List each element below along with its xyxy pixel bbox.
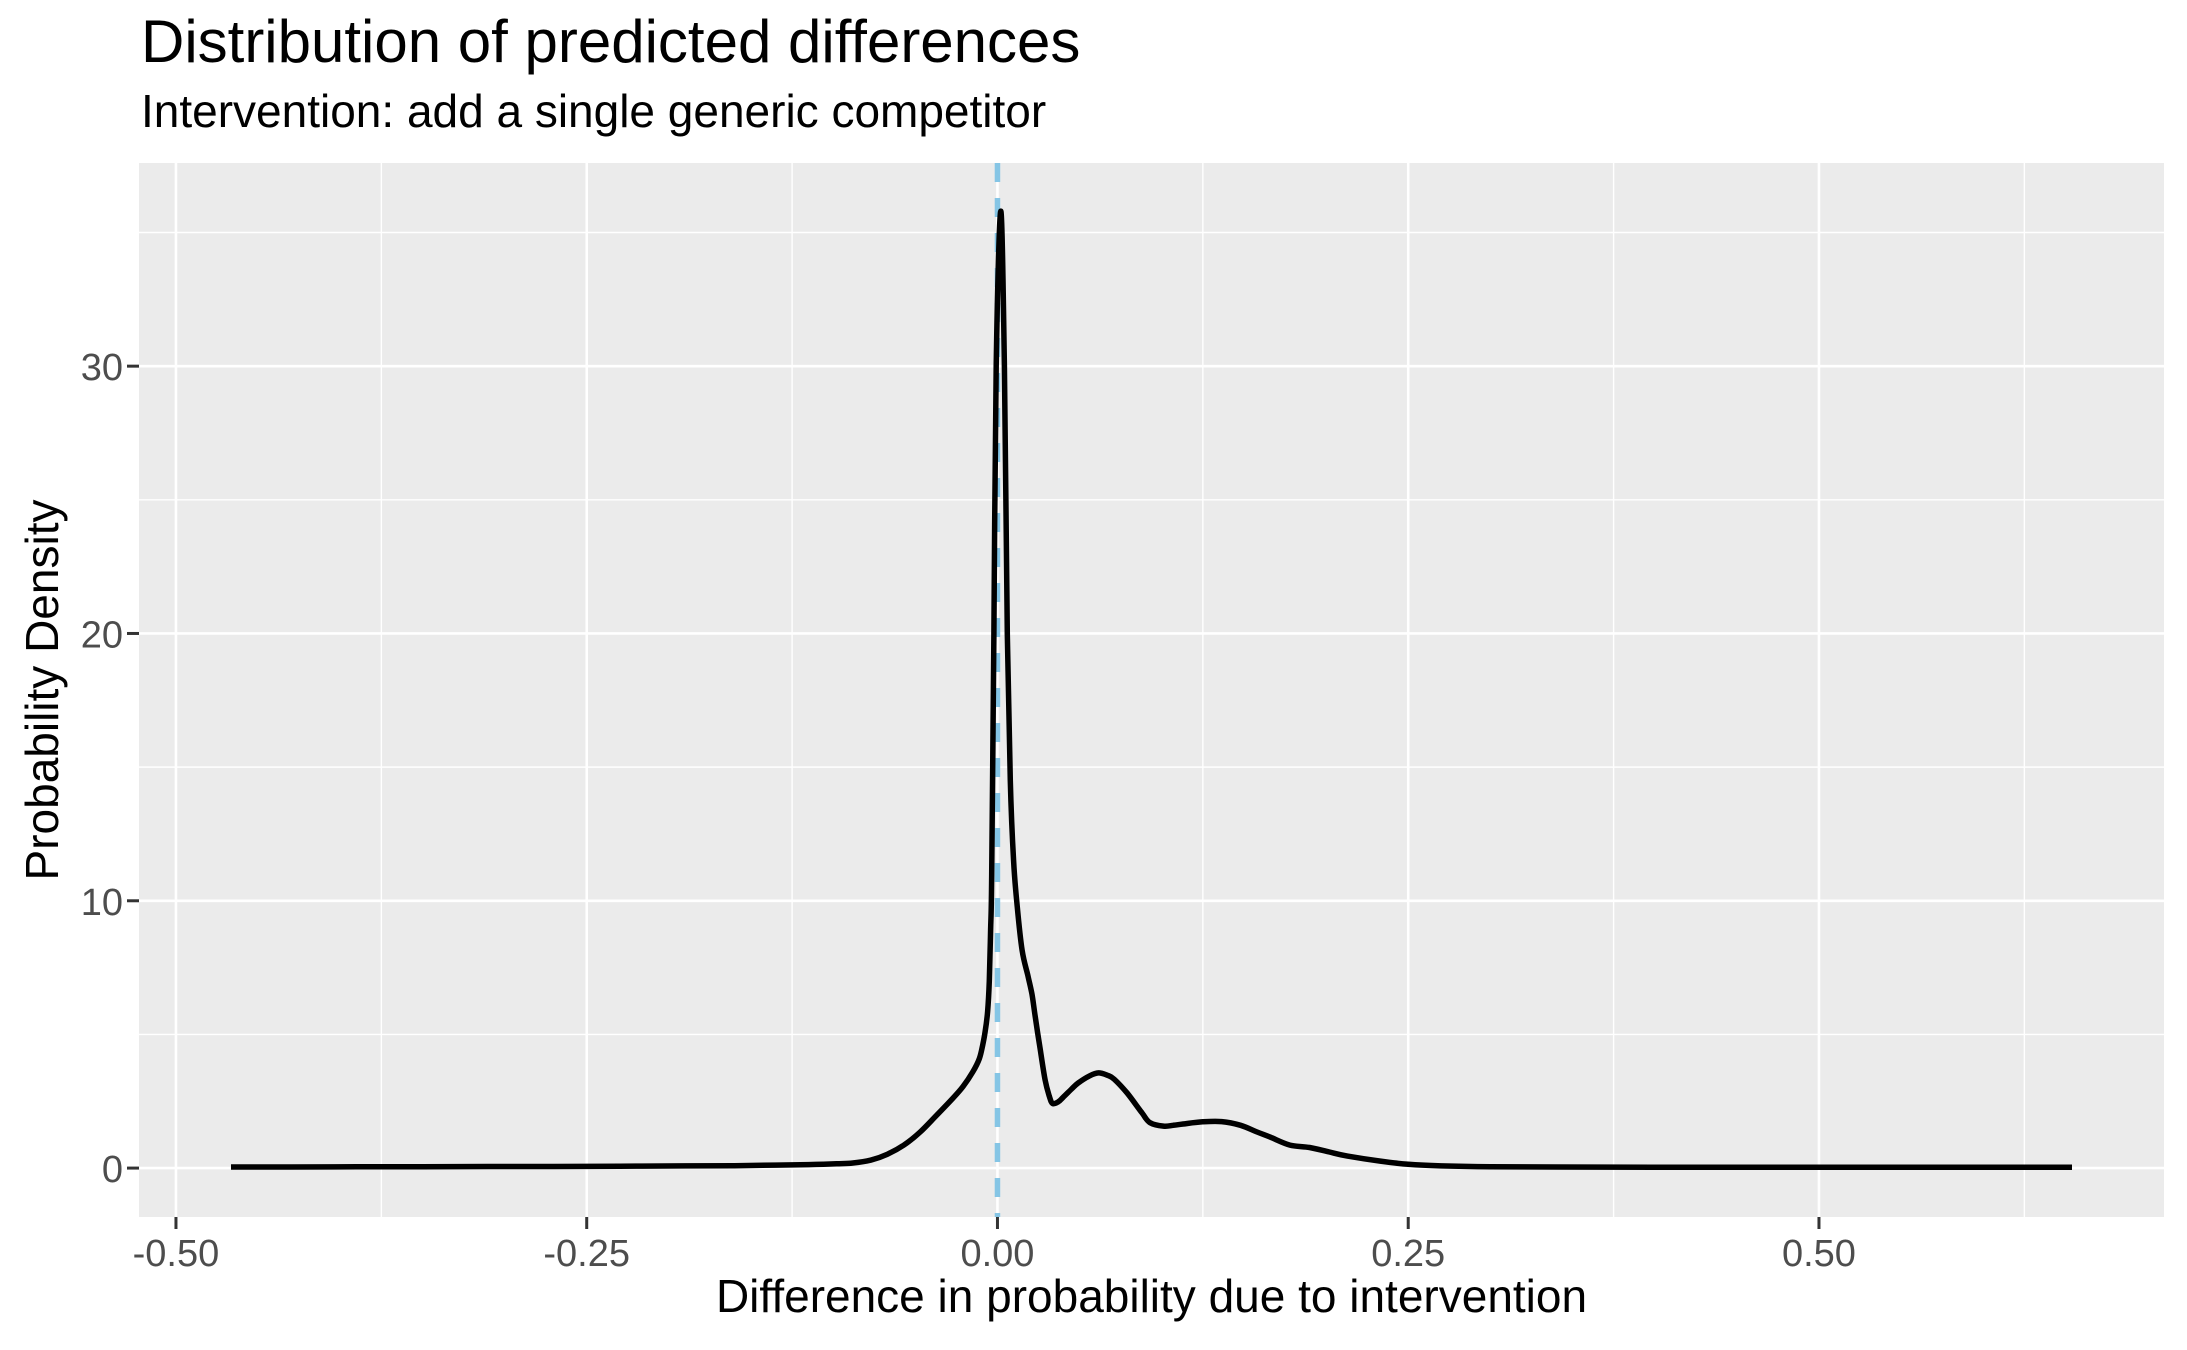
chart-subtitle: Intervention: add a single generic compe… — [141, 85, 1047, 137]
x-tick-label: 0.50 — [1782, 1233, 1856, 1275]
x-axis-title: Difference in probability due to interve… — [715, 1270, 1588, 1322]
density-curve — [230, 208, 2072, 1171]
y-tick-label: 0 — [102, 1149, 123, 1191]
y-axis-title: Probability Density — [16, 499, 68, 881]
chart-title: Distribution of predicted differences — [141, 8, 1081, 75]
x-tick-label: 0.25 — [1371, 1233, 1445, 1275]
plot-panel — [139, 163, 2164, 1217]
x-tick-label: -0.25 — [543, 1233, 630, 1275]
y-tick-label: 10 — [81, 882, 123, 924]
x-tick-label: 0.00 — [960, 1233, 1034, 1275]
x-tick-label: -0.50 — [133, 1233, 220, 1275]
y-tick-label: 30 — [81, 347, 123, 389]
y-tick-label: 20 — [81, 614, 123, 656]
